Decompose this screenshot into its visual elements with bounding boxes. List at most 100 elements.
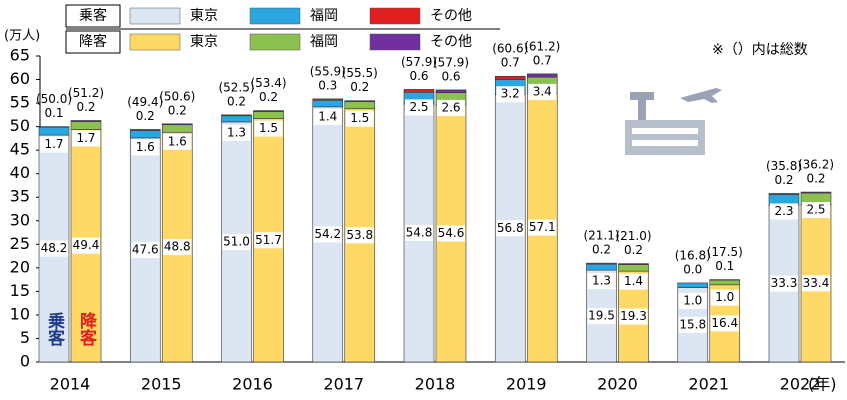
bar-segment (527, 74, 557, 77)
bar-segment (71, 121, 101, 129)
y-tick-label: 35 (10, 187, 30, 206)
legend-header: 降客 (79, 33, 107, 50)
bar-segment (619, 265, 649, 272)
segment-label: 0.2 (259, 90, 278, 104)
segment-label: 0.2 (806, 172, 825, 186)
bar-segment (619, 264, 649, 265)
segment-label: 0.1 (715, 259, 734, 273)
bar-segment (313, 99, 343, 100)
segment-label: 16.4 (711, 316, 738, 330)
bar-segment (769, 193, 799, 194)
segment-label: 3.4 (533, 84, 552, 98)
total-label: (53.4) (250, 76, 286, 90)
segment-label: 0.2 (76, 100, 95, 114)
total-label: (36.2) (798, 158, 834, 172)
segment-label: 0.2 (168, 103, 187, 117)
total-label: (52.5) (218, 80, 254, 94)
total-label: (61.2) (524, 39, 560, 53)
legend-label: 福岡 (310, 8, 338, 24)
segment-label: 33.4 (803, 276, 830, 290)
bar-segment (345, 101, 375, 102)
bar-segment (130, 130, 160, 138)
segment-label: 1.6 (168, 134, 187, 148)
segment-label: 48.2 (41, 241, 68, 255)
bar-segment (710, 280, 740, 285)
y-tick-label: 50 (10, 116, 30, 135)
total-label: (50.0) (36, 92, 72, 106)
total-label: (17.5) (707, 245, 743, 259)
segment-label: 1.4 (318, 109, 337, 123)
y-axis-label: (万人) (4, 29, 40, 44)
segment-label: 53.8 (346, 228, 373, 242)
y-tick-label: 5 (20, 328, 30, 347)
bar-segment (162, 125, 192, 133)
segment-label: 0.6 (409, 69, 428, 83)
segment-label: 0.2 (136, 109, 155, 123)
segment-label: 1.7 (76, 131, 95, 145)
segment-label: 0.2 (350, 80, 369, 94)
y-tick-label: 40 (10, 163, 30, 182)
x-tick-label: 2021 (688, 375, 729, 394)
bar-segment (436, 90, 466, 93)
y-tick-label: 0 (20, 352, 30, 371)
segment-label: 0.2 (774, 173, 793, 187)
total-label: (57.9) (433, 55, 469, 69)
segment-label: 0.0 (683, 262, 702, 276)
segment-label: 15.8 (679, 317, 706, 331)
bar-segment (587, 264, 617, 270)
x-tick-label: 2017 (323, 375, 364, 394)
segment-label: 54.2 (314, 227, 341, 241)
segment-label: 0.7 (533, 53, 552, 67)
x-tick-label: 2016 (232, 375, 273, 394)
segment-label: 47.6 (132, 242, 159, 256)
total-label: (49.4) (127, 95, 163, 109)
y-tick-label: 60 (10, 69, 30, 88)
y-tick-label: 20 (10, 257, 30, 276)
segment-label: 49.4 (73, 238, 100, 252)
total-label: (55.9) (310, 64, 346, 78)
segment-label: 19.5 (588, 309, 615, 323)
legend-label: 福岡 (310, 34, 338, 50)
total-label: (21.0) (615, 229, 651, 243)
y-tick-label: 10 (10, 304, 30, 323)
segment-label: 0.1 (44, 106, 63, 120)
legend-label: その他 (430, 8, 472, 24)
segment-label: 1.3 (227, 125, 246, 139)
legend-label: 東京 (190, 8, 218, 24)
segment-label: 1.4 (624, 274, 643, 288)
segment-label: 33.3 (771, 276, 798, 290)
y-tick-label: 30 (10, 210, 30, 229)
total-label: (35.8) (766, 159, 802, 173)
segment-label: 2.6 (441, 100, 460, 114)
segment-label: 51.0 (223, 234, 250, 248)
page: {"chart_data": {"type": "bar", "stacked"… (0, 0, 847, 400)
x-tick-label: 2014 (50, 375, 91, 394)
bar-segment (801, 192, 831, 193)
bar-segment (222, 116, 252, 122)
segment-label: 1.5 (259, 121, 278, 135)
total-label: (51.2) (68, 86, 104, 100)
bar-segment (678, 283, 708, 288)
segment-label: 2.5 (806, 203, 825, 217)
y-tick-label: 55 (10, 93, 30, 112)
bar-segment (345, 102, 375, 109)
total-label: (57.9) (401, 55, 437, 69)
segment-label: 51.7 (255, 233, 282, 247)
y-tick-label: 45 (10, 140, 30, 159)
legend-swatch (250, 8, 300, 24)
segment-label: 48.8 (164, 240, 191, 254)
legend-label: その他 (430, 34, 472, 50)
x-tick-label: 2018 (415, 375, 456, 394)
total-label: (60.6) (492, 42, 528, 56)
segment-label: 0.7 (501, 56, 520, 70)
segment-label: 57.1 (529, 220, 556, 234)
segment-label: 3.2 (501, 87, 520, 101)
bar-segment (587, 263, 617, 264)
y-tick-label: 25 (10, 234, 30, 253)
bar-segment (254, 111, 284, 112)
legend-header: 乗客 (79, 7, 107, 24)
y-tick-label: 15 (10, 281, 30, 300)
total-label: (16.8) (675, 248, 711, 262)
segment-label: 1.6 (136, 140, 155, 154)
legend-swatch (370, 34, 420, 50)
